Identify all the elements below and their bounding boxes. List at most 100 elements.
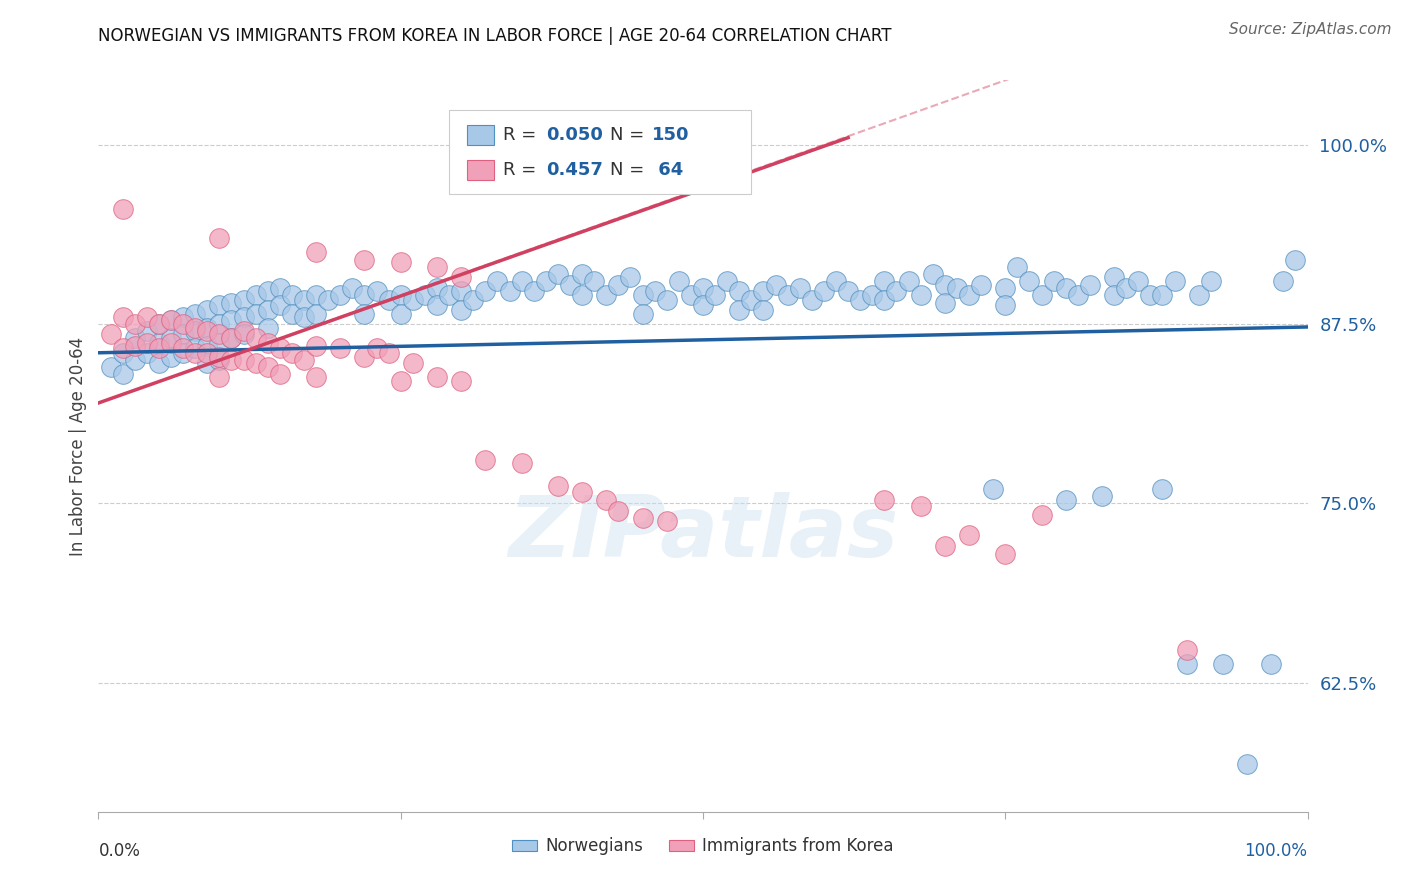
Point: [100, 327, 122, 342]
Point: [195, 338, 218, 352]
Point: [160, 313, 183, 327]
Point: [148, 335, 170, 350]
Point: [160, 335, 183, 350]
Point: [1102, 269, 1125, 284]
Point: [523, 284, 546, 298]
Point: [607, 503, 630, 517]
Point: [1236, 757, 1258, 772]
Point: [450, 302, 472, 317]
Point: [957, 288, 980, 302]
Point: [232, 293, 254, 307]
Point: [413, 288, 436, 302]
Point: [256, 360, 278, 375]
Point: [208, 231, 231, 245]
Point: [1007, 260, 1029, 274]
Point: [1284, 252, 1306, 267]
Point: [631, 510, 654, 524]
Point: [221, 331, 243, 345]
Point: [692, 281, 714, 295]
Point: [1272, 274, 1295, 288]
Point: [232, 324, 254, 338]
Point: [668, 274, 690, 288]
Point: [111, 368, 134, 382]
Point: [389, 375, 412, 389]
Point: [450, 284, 472, 298]
Point: [1152, 482, 1174, 496]
Point: [644, 284, 666, 298]
FancyBboxPatch shape: [449, 110, 751, 194]
Point: [111, 202, 134, 217]
Point: [377, 345, 399, 359]
Text: NORWEGIAN VS IMMIGRANTS FROM KOREA IN LABOR FORCE | AGE 20-64 CORRELATION CHART: NORWEGIAN VS IMMIGRANTS FROM KOREA IN LA…: [98, 27, 891, 45]
Point: [547, 479, 569, 493]
Point: [607, 278, 630, 293]
Point: [1115, 281, 1137, 295]
Point: [111, 310, 134, 324]
Point: [765, 278, 787, 293]
Point: [245, 288, 267, 302]
Point: [305, 288, 328, 302]
Point: [631, 288, 654, 302]
Point: [195, 321, 218, 335]
Point: [474, 284, 496, 298]
Point: [329, 342, 352, 356]
Point: [426, 281, 449, 295]
Point: [256, 302, 278, 317]
Point: [208, 298, 231, 312]
Point: [716, 274, 738, 288]
Point: [1042, 274, 1064, 288]
Point: [208, 317, 231, 331]
Bar: [467, 125, 494, 145]
Point: [571, 267, 593, 281]
Point: [1128, 274, 1150, 288]
Point: [1091, 489, 1114, 503]
Point: [329, 288, 352, 302]
Point: [970, 278, 993, 293]
Point: [184, 307, 207, 321]
Point: [353, 307, 375, 321]
Point: [135, 310, 157, 324]
Point: [256, 284, 278, 298]
Point: [172, 310, 194, 324]
Point: [389, 288, 412, 302]
Point: [256, 321, 278, 335]
Point: [111, 345, 134, 359]
Point: [981, 482, 1004, 496]
Point: [342, 281, 364, 295]
Point: [510, 456, 533, 470]
Point: [221, 353, 243, 368]
Text: ZIPatlas: ZIPatlas: [508, 492, 898, 575]
Y-axis label: In Labor Force | Age 20-64: In Labor Force | Age 20-64: [69, 336, 87, 556]
Point: [100, 360, 122, 375]
Point: [1139, 288, 1161, 302]
Point: [619, 269, 641, 284]
Point: [1018, 274, 1040, 288]
Point: [148, 317, 170, 331]
Point: [1054, 493, 1077, 508]
Point: [377, 293, 399, 307]
Point: [269, 368, 291, 382]
Point: [172, 317, 194, 331]
Point: [305, 370, 328, 384]
Point: [994, 281, 1017, 295]
Point: [292, 353, 315, 368]
Point: [221, 295, 243, 310]
Text: 100.0%: 100.0%: [1244, 842, 1308, 860]
Point: [172, 327, 194, 342]
Point: [208, 370, 231, 384]
Point: [474, 453, 496, 467]
Point: [389, 255, 412, 269]
Point: [934, 540, 956, 554]
Point: [426, 260, 449, 274]
Point: [1175, 642, 1198, 657]
Point: [111, 342, 134, 356]
Point: [389, 307, 412, 321]
Point: [221, 331, 243, 345]
Point: [1163, 274, 1185, 288]
Legend: Norwegians, Immigrants from Korea: Norwegians, Immigrants from Korea: [506, 830, 900, 862]
Point: [292, 310, 315, 324]
Point: [208, 350, 231, 364]
Point: [860, 288, 883, 302]
Point: [450, 375, 472, 389]
Point: [208, 327, 231, 342]
